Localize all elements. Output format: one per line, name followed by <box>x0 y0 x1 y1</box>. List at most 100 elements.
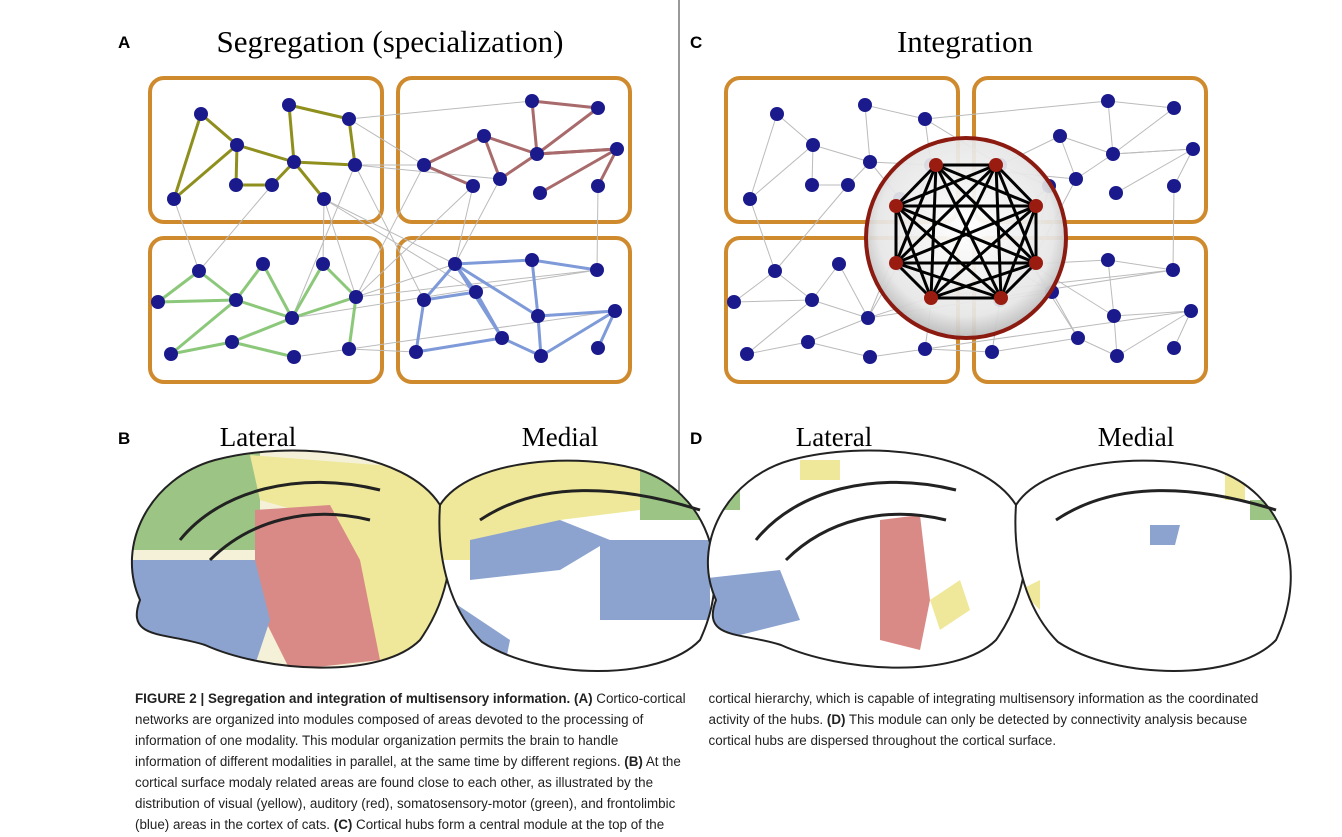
node <box>469 285 483 299</box>
node <box>448 257 462 271</box>
panel-label: A <box>118 33 130 52</box>
edge <box>349 119 424 165</box>
node <box>918 342 932 356</box>
node <box>770 107 784 121</box>
edge <box>1052 292 1078 338</box>
caption-segment: (B) <box>624 754 643 769</box>
node <box>530 147 544 161</box>
node <box>531 309 545 323</box>
edge <box>484 136 537 154</box>
node <box>229 178 243 192</box>
node <box>863 155 877 169</box>
edge <box>532 101 598 108</box>
brain-medial <box>430 440 750 680</box>
edge <box>925 101 1108 119</box>
node <box>317 192 331 206</box>
node <box>525 94 539 108</box>
node <box>918 112 932 126</box>
edge <box>199 271 236 300</box>
edge <box>1114 311 1191 316</box>
node <box>342 112 356 126</box>
networks <box>150 78 1206 382</box>
node <box>1166 263 1180 277</box>
panel-label: B <box>118 429 130 448</box>
edge <box>237 145 294 162</box>
node <box>590 263 604 277</box>
edge <box>1108 101 1113 154</box>
node <box>608 304 622 318</box>
edge <box>158 300 236 302</box>
node <box>1053 129 1067 143</box>
hub-node <box>929 158 943 172</box>
node <box>985 345 999 359</box>
figure-caption: FIGURE 2 | Segregation and integration o… <box>135 688 1260 837</box>
edge <box>538 311 615 316</box>
node <box>863 350 877 364</box>
node <box>805 293 819 307</box>
node <box>1101 253 1115 267</box>
node <box>192 264 206 278</box>
hub-node <box>889 256 903 270</box>
edge <box>416 338 502 352</box>
edge <box>734 271 775 302</box>
edge <box>775 271 812 300</box>
node <box>493 172 507 186</box>
node <box>287 155 301 169</box>
view-title: Medial <box>522 422 598 452</box>
edge <box>289 105 349 119</box>
node <box>1186 142 1200 156</box>
node <box>287 350 301 364</box>
caption-segment: (D) <box>827 712 846 727</box>
node <box>1167 101 1181 115</box>
edge <box>813 145 870 162</box>
node <box>805 178 819 192</box>
edge <box>1108 260 1173 270</box>
node <box>858 98 872 112</box>
figure: A Segregation (specialization) C Integra… <box>0 0 1342 837</box>
node <box>768 264 782 278</box>
node <box>342 342 356 356</box>
node <box>1167 341 1181 355</box>
node <box>417 293 431 307</box>
brain-lateral <box>676 440 1036 680</box>
edge <box>750 114 777 199</box>
node <box>533 186 547 200</box>
view-title: Medial <box>1098 422 1174 452</box>
edge <box>865 105 870 162</box>
node <box>610 142 624 156</box>
node <box>417 158 431 172</box>
panel-label: D <box>690 429 702 448</box>
edge <box>289 105 294 162</box>
view-title: Lateral <box>220 422 296 452</box>
edge <box>476 292 502 338</box>
node <box>743 192 757 206</box>
figure-art: A Segregation (specialization) C Integra… <box>0 0 1342 680</box>
edge <box>1173 186 1174 270</box>
node <box>591 179 605 193</box>
node <box>229 293 243 307</box>
edge <box>808 342 870 357</box>
node <box>591 341 605 355</box>
node <box>282 98 296 112</box>
edge <box>323 199 324 264</box>
node <box>1107 309 1121 323</box>
node <box>801 335 815 349</box>
edge <box>992 338 1078 352</box>
node <box>1071 331 1085 345</box>
hub-node <box>1029 256 1043 270</box>
edge <box>416 300 424 352</box>
edge <box>1060 136 1113 154</box>
node <box>1069 172 1083 186</box>
edge <box>232 318 292 342</box>
node <box>1184 304 1198 318</box>
node <box>1110 349 1124 363</box>
node <box>1101 94 1115 108</box>
edge <box>747 342 808 354</box>
node <box>285 311 299 325</box>
edge <box>294 162 355 165</box>
caption-segment: FIGURE 2 | Segregation and integration o… <box>135 691 593 706</box>
node <box>841 178 855 192</box>
node <box>806 138 820 152</box>
caption-segment: (C) <box>334 817 353 832</box>
edge <box>174 199 199 271</box>
